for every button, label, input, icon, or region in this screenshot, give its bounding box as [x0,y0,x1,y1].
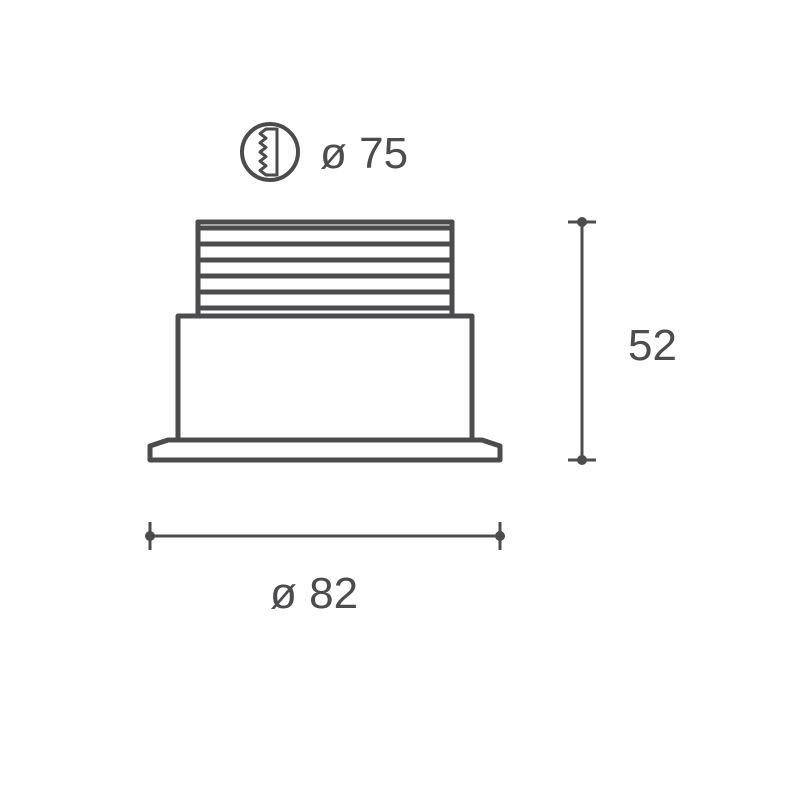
dimension-height-label: 52 [628,321,677,370]
technical-drawing: 52 ø 82 ø 75 [0,0,800,800]
dimension-cutout-label: ø 75 [320,129,408,178]
dimension-width-label: ø 82 [270,569,358,618]
